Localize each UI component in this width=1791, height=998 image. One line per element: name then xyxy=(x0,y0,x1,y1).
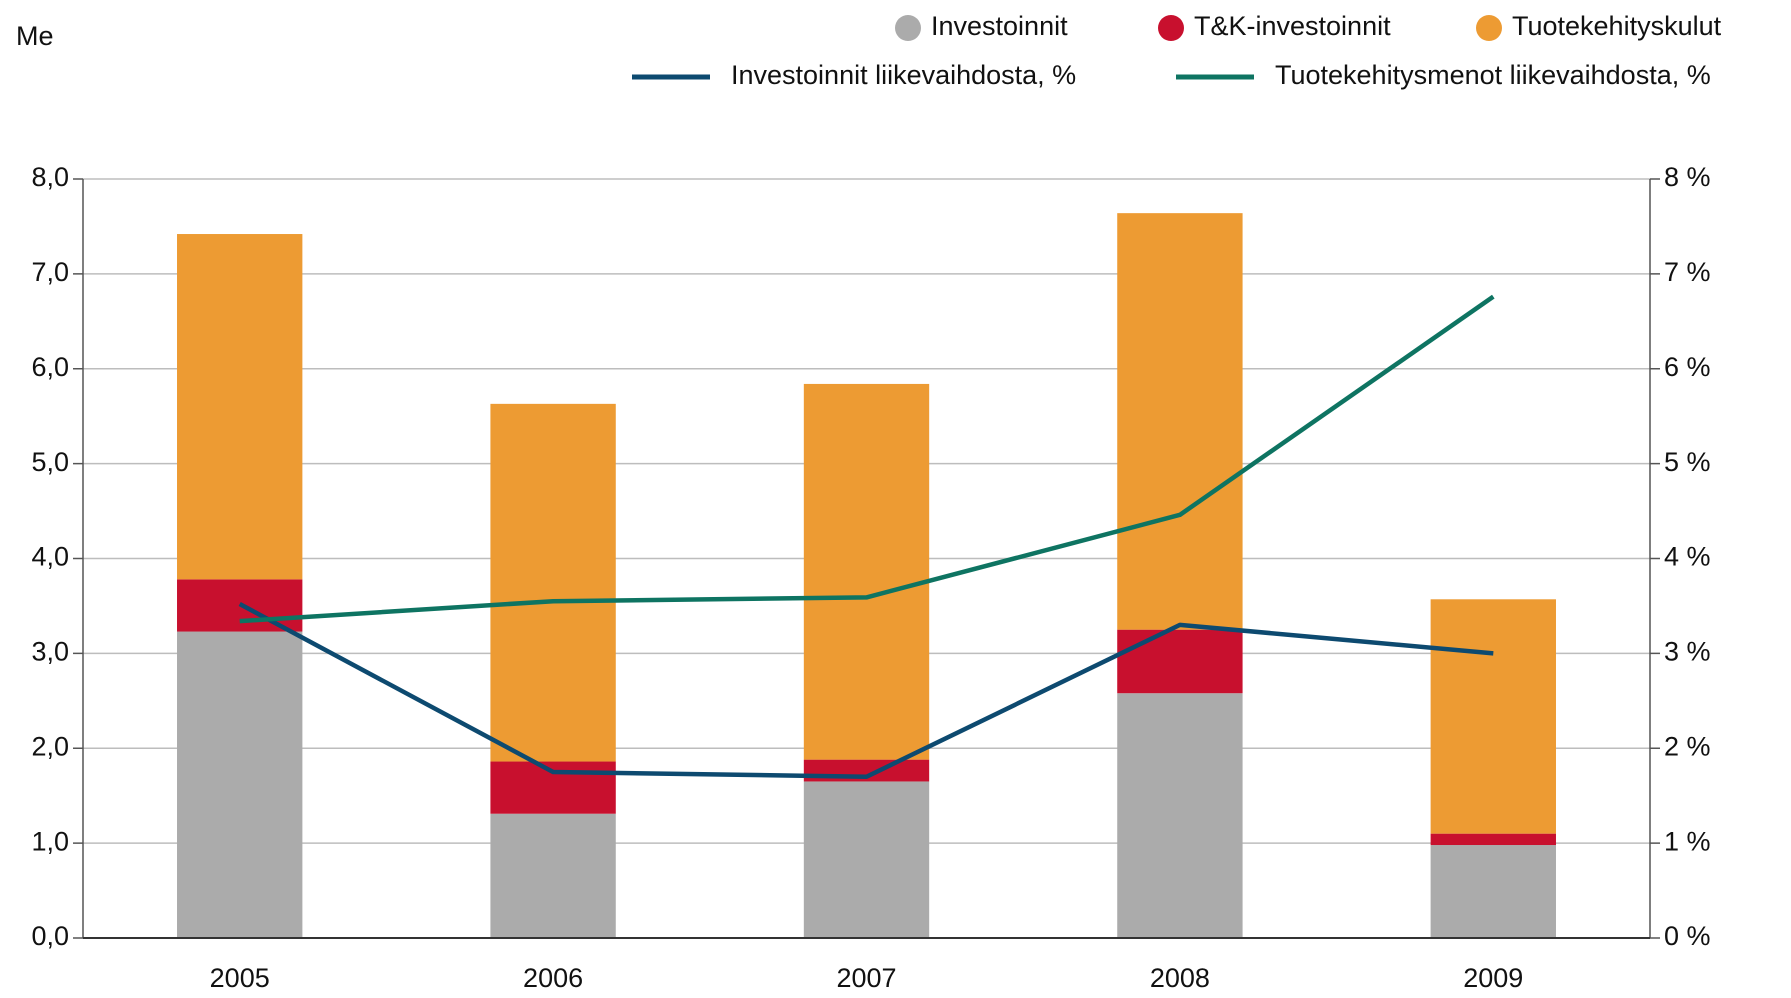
y-tick-label: 8,0 xyxy=(31,162,69,192)
x-tick-label: 2007 xyxy=(836,963,896,993)
line xyxy=(239,294,1495,624)
bar xyxy=(1117,213,1243,630)
y2-tick-label: 1 % xyxy=(1664,826,1711,856)
bar xyxy=(490,761,616,814)
y2-tick-label: 3 % xyxy=(1664,637,1711,667)
legend-swatch xyxy=(1158,15,1184,41)
bar xyxy=(1430,833,1556,846)
legend-label: Investoinnit liikevaihdosta, % xyxy=(731,60,1076,90)
bar xyxy=(1117,693,1243,938)
y2-tick-label: 2 % xyxy=(1664,731,1711,761)
y2-tick-label: 4 % xyxy=(1664,542,1711,572)
legend-label: Tuotekehitysmenot liikevaihdosta, % xyxy=(1275,60,1711,90)
legend-swatch xyxy=(1476,15,1502,41)
y-tick-label: 6,0 xyxy=(31,352,69,382)
bar xyxy=(490,813,616,938)
bar xyxy=(490,403,616,762)
y-tick-label: 2,0 xyxy=(31,731,69,761)
y2-tick-label: 5 % xyxy=(1664,447,1711,477)
line xyxy=(238,602,1494,779)
x-tick-label: 2009 xyxy=(1463,963,1523,993)
x-tick-label: 2005 xyxy=(210,963,270,993)
legend-label: Investoinnit xyxy=(931,11,1068,41)
y-tick-label: 4,0 xyxy=(31,542,69,572)
legend-label: Tuotekehityskulut xyxy=(1512,11,1722,41)
y2-tick-label: 0 % xyxy=(1664,921,1711,951)
x-tick-label: 2008 xyxy=(1150,963,1210,993)
y-tick-label: 1,0 xyxy=(31,826,69,856)
bar xyxy=(803,781,930,938)
y2-tick-label: 8 % xyxy=(1664,162,1711,192)
bar xyxy=(177,234,303,580)
bar xyxy=(803,383,930,760)
legend-label: T&K-investoinnit xyxy=(1194,11,1391,41)
bar xyxy=(1430,599,1556,834)
y-tick-label: 5,0 xyxy=(31,447,69,477)
x-tick-label: 2006 xyxy=(523,963,583,993)
bar xyxy=(1430,845,1556,938)
bar xyxy=(1117,629,1243,694)
y2-tick-label: 7 % xyxy=(1664,257,1711,287)
legend-swatch xyxy=(895,15,921,41)
y2-tick-label: 6 % xyxy=(1664,352,1711,382)
y-tick-label: 3,0 xyxy=(31,637,69,667)
y-tick-label: 0,0 xyxy=(31,921,69,951)
y-tick-label: 7,0 xyxy=(31,257,69,287)
y-axis-label: Me xyxy=(16,21,54,51)
bar xyxy=(177,631,303,938)
